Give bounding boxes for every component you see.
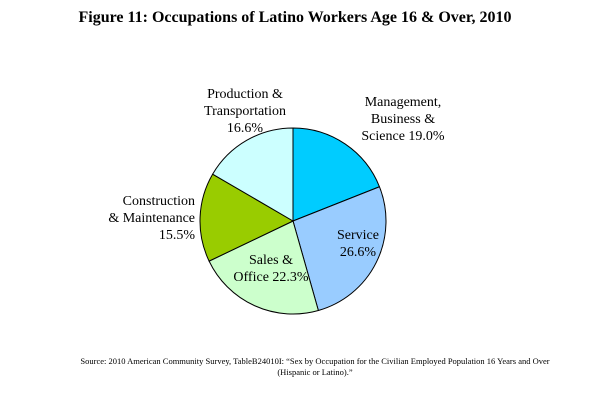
pie-slices xyxy=(199,127,387,315)
slice-label-sales-office: Sales & Office 22.3% xyxy=(233,253,309,285)
pie-slice-management xyxy=(292,127,380,222)
pie-slice-construction xyxy=(199,173,294,262)
source-note: Source: 2010 American Community Survey, … xyxy=(80,356,550,377)
slice-label-management: Management, Business & Science 19.0% xyxy=(361,95,445,144)
pie-slice-production xyxy=(212,127,294,222)
slice-label-service: Service 26.6% xyxy=(337,228,379,260)
pie-slice-sales-office xyxy=(208,220,319,315)
pie-slice-service xyxy=(292,186,387,311)
slice-label-production: Production & Transportation 16.6% xyxy=(204,87,286,136)
slice-label-construction: Construction & Maintenance 15.5% xyxy=(108,194,195,243)
chart-title: Figure 11: Occupations of Latino Workers… xyxy=(78,9,512,26)
